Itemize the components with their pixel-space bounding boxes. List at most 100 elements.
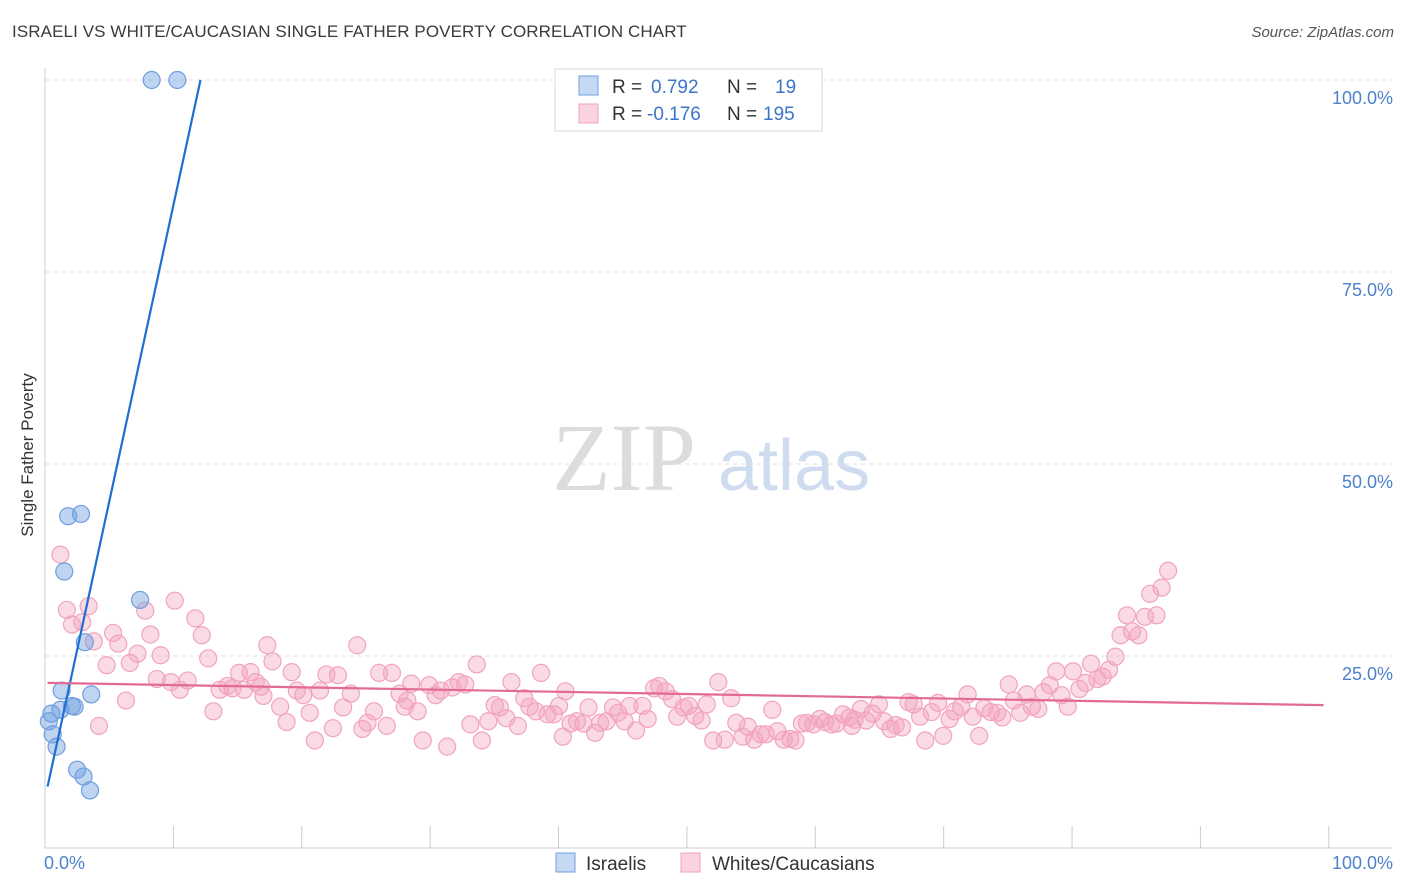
point-whites-168 xyxy=(1058,697,1077,716)
stats-r-label-israelis: R = xyxy=(612,77,642,98)
point-whites-78 xyxy=(526,702,545,721)
point-whites-95 xyxy=(626,721,646,740)
point-whites-75 xyxy=(508,716,527,735)
point-israelis-13 xyxy=(80,781,100,800)
point-whites-0 xyxy=(51,545,70,564)
point-whites-145 xyxy=(922,702,941,722)
y-tick-label-1: 50.0% xyxy=(1342,472,1393,492)
point-whites-74 xyxy=(502,673,521,692)
point-whites-102 xyxy=(668,707,687,726)
point-whites-89 xyxy=(591,713,610,732)
point-whites-79 xyxy=(531,663,551,682)
y-axis-title: Single Father Poverty xyxy=(18,373,37,537)
point-whites-16 xyxy=(151,646,170,665)
axes xyxy=(44,68,1392,849)
trendlines xyxy=(46,79,1324,787)
point-whites-147 xyxy=(934,726,953,745)
point-whites-77 xyxy=(520,697,539,716)
point-whites-39 xyxy=(294,686,313,705)
point-whites-117 xyxy=(756,725,775,744)
point-whites-166 xyxy=(1047,662,1066,681)
point-whites-63 xyxy=(438,737,457,756)
legend: Israelis Whites/Caucasians xyxy=(555,852,875,875)
point-whites-34 xyxy=(263,652,282,671)
point-whites-110 xyxy=(715,730,734,749)
point-whites-70 xyxy=(479,712,498,731)
trendline-israelis xyxy=(46,79,202,787)
watermark-zip: ZIP xyxy=(552,404,696,511)
gridlines xyxy=(45,79,1392,657)
watermark-atlas: atlas xyxy=(718,426,870,506)
point-whites-176 xyxy=(1106,647,1125,666)
point-whites-69 xyxy=(472,731,491,750)
point-whites-151 xyxy=(958,685,977,704)
point-israelis-15 xyxy=(130,590,150,610)
point-whites-171 xyxy=(1076,673,1095,692)
y-tick-label-2: 75.0% xyxy=(1342,280,1393,300)
stats-box-frame xyxy=(554,68,823,132)
point-whites-45 xyxy=(328,666,348,685)
point-whites-178 xyxy=(1117,606,1137,625)
point-whites-72 xyxy=(490,698,509,717)
point-whites-35 xyxy=(271,697,290,716)
point-whites-54 xyxy=(382,663,402,682)
point-whites-97 xyxy=(638,709,657,729)
x-tick-labels: 0.0% 100.0% xyxy=(44,853,1393,873)
point-whites-186 xyxy=(842,716,862,735)
point-whites-13 xyxy=(136,601,155,620)
point-whites-94 xyxy=(620,696,639,716)
y-tick-labels: 25.0% 50.0% 75.0% 100.0% xyxy=(1332,88,1393,684)
point-whites-66 xyxy=(456,675,475,694)
x-tick-label-0: 0.0% xyxy=(44,853,85,873)
stats-swatch-whites xyxy=(578,103,599,124)
point-whites-185 xyxy=(1158,561,1178,580)
point-whites-30 xyxy=(241,663,260,682)
point-whites-52 xyxy=(370,663,389,682)
trendline-whites xyxy=(47,681,1324,707)
point-whites-9 xyxy=(109,634,128,653)
point-whites-48 xyxy=(348,636,367,655)
point-whites-44 xyxy=(323,719,342,738)
y-tick-label-0: 25.0% xyxy=(1342,664,1393,684)
point-whites-59 xyxy=(413,731,432,750)
stats-n-value-israelis: 19 xyxy=(775,77,796,98)
point-whites-37 xyxy=(282,663,301,682)
point-whites-149 xyxy=(945,702,964,721)
point-israelis-10 xyxy=(71,504,91,524)
point-whites-50 xyxy=(358,713,377,732)
point-whites-27 xyxy=(223,679,242,698)
point-whites-113 xyxy=(733,727,752,746)
stats-r-value-whites: -0.176 xyxy=(647,104,701,125)
point-israelis-8 xyxy=(65,697,84,716)
point-whites-136 xyxy=(869,695,889,714)
point-whites-47 xyxy=(341,684,360,703)
point-israelis-14 xyxy=(82,685,101,704)
point-whites-169 xyxy=(1063,662,1083,681)
stats-swatch-israelis xyxy=(578,75,599,96)
point-whites-143 xyxy=(910,707,930,726)
point-whites-11 xyxy=(120,653,139,673)
series-whites-points xyxy=(51,545,1178,756)
point-whites-18 xyxy=(165,591,184,610)
chart-title: ISRAELI VS WHITE/CAUCASIAN SINGLE FATHER… xyxy=(12,22,687,41)
stats-n-value-whites: 195 xyxy=(763,104,795,125)
point-whites-144 xyxy=(916,731,935,750)
legend-label-israelis: Israelis xyxy=(586,854,646,875)
point-whites-6 xyxy=(89,716,109,735)
stats-r-value-israelis: 0.792 xyxy=(651,77,699,98)
point-whites-182 xyxy=(1140,584,1160,603)
point-whites-134 xyxy=(857,711,876,730)
stats-r-label-whites: R = xyxy=(612,104,642,125)
legend-label-whites: Whites/Caucasians xyxy=(712,854,875,875)
point-whites-12 xyxy=(128,644,147,663)
point-whites-187 xyxy=(553,727,572,746)
point-whites-53 xyxy=(377,716,396,735)
point-whites-126 xyxy=(810,709,829,729)
point-whites-40 xyxy=(300,703,319,722)
legend-swatch-israelis xyxy=(555,852,576,873)
point-whites-51 xyxy=(364,702,384,721)
point-whites-104 xyxy=(679,696,698,716)
point-whites-128 xyxy=(822,715,841,734)
point-whites-181 xyxy=(1135,607,1155,626)
point-whites-172 xyxy=(1081,654,1101,673)
